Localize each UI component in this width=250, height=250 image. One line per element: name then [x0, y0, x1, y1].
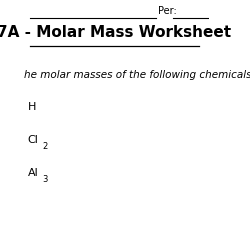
Text: H: H: [28, 102, 36, 113]
Text: 7A - Molar Mass Worksheet: 7A - Molar Mass Worksheet: [0, 25, 232, 40]
Text: Per:: Per:: [158, 6, 177, 16]
Text: Cl: Cl: [28, 135, 38, 145]
Text: Al: Al: [28, 168, 38, 177]
Text: 3: 3: [42, 175, 48, 184]
Text: 2: 2: [42, 142, 47, 151]
Text: he molar masses of the following chemicals:: he molar masses of the following chemica…: [24, 70, 250, 80]
